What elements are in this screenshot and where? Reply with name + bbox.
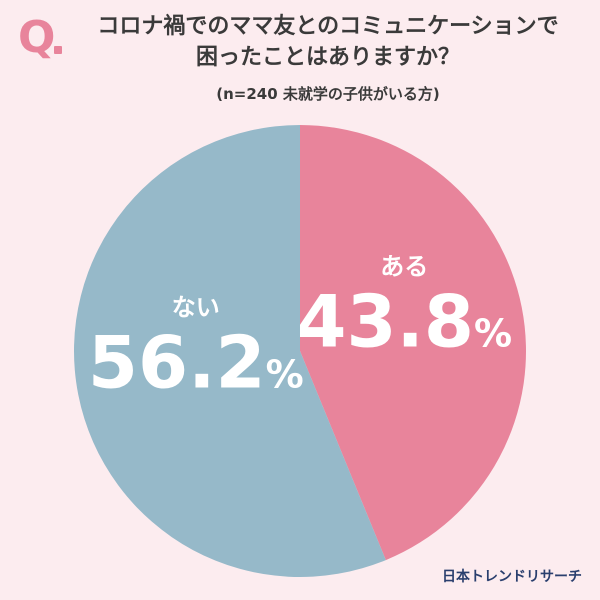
question-dot-icon <box>54 46 62 54</box>
question-mark-label: Q <box>18 12 56 63</box>
source-credit: 日本トレンドリサーチ <box>442 569 582 585</box>
pie-slice-nai <box>73 125 386 577</box>
chart-subtitle: (n=240 未就学の子供がいる方) <box>216 85 440 103</box>
slice-value-label: 56.2% <box>88 321 304 405</box>
pie-slice-aru <box>300 125 526 561</box>
slice-category-label: ない <box>172 294 220 322</box>
chart-title-line-1: コロナ禍でのママ友とのコミュニケーションで <box>97 14 559 39</box>
slice-value-label: 43.8% <box>296 279 512 363</box>
slice-category-label: ある <box>380 252 428 280</box>
chart-title-line-2: 困ったことはありますか？ <box>195 45 460 70</box>
